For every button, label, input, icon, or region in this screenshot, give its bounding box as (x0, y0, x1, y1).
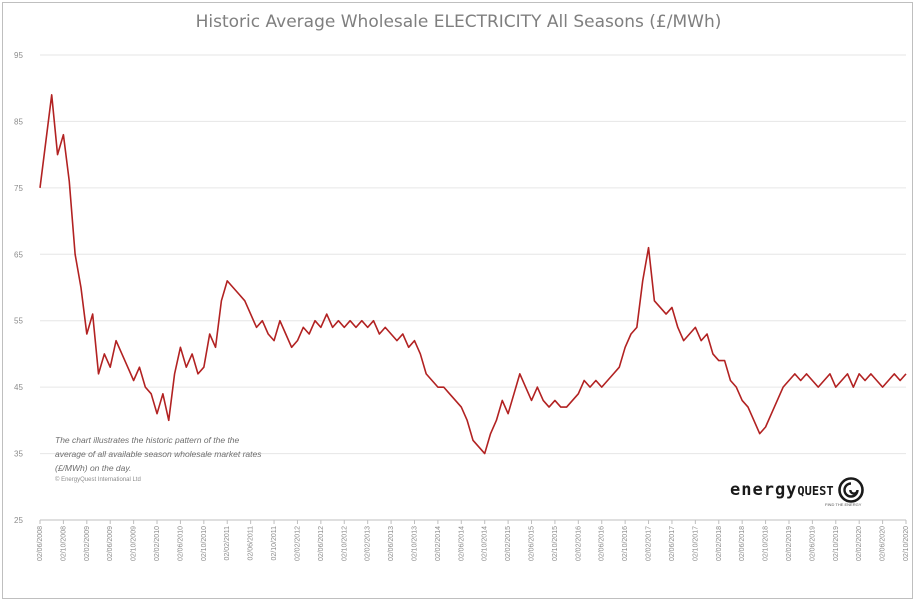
x-tick-label: 02/06/2020 (880, 526, 887, 561)
x-tick-label: 02/10/2008 (60, 526, 67, 561)
x-tick-label: 02/02/2015 (505, 526, 512, 561)
x-tick-label: 02/10/2013 (411, 526, 418, 561)
x-tick-label: 02/10/2010 (201, 526, 208, 561)
x-tick-label: 02/10/2016 (622, 526, 629, 561)
energyquest-logo: energyQUEST FIND THE ENERGY (730, 477, 864, 510)
x-tick-label: 02/06/2009 (107, 526, 114, 561)
x-tick-label: 02/10/2011 (271, 526, 278, 561)
x-tick-label: 02/02/2010 (154, 526, 161, 561)
x-tick-label: 02/06/2017 (669, 526, 676, 561)
x-tick-label: 02/06/2013 (388, 526, 395, 561)
swirl-icon (837, 477, 864, 503)
y-tick-label: 25 (14, 516, 23, 525)
x-tick-label: 02/02/2017 (646, 526, 653, 561)
x-tick-label: 02/06/2011 (248, 526, 255, 561)
y-tick-label: 35 (14, 450, 23, 459)
x-tick-label: 02/10/2019 (833, 526, 840, 561)
series-line (39, 94, 907, 455)
logo-tagline: FIND THE ENERGY (825, 502, 862, 507)
x-tick-label: 02/06/2014 (458, 526, 465, 561)
x-tick-label: 02/06/2018 (739, 526, 746, 561)
chart-note: The chart illustrates the historic patte… (55, 433, 270, 485)
x-tick-label: 02/02/2013 (365, 526, 372, 561)
y-tick-label: 45 (14, 383, 23, 392)
x-tick-label: 02/02/2016 (575, 526, 582, 561)
x-tick-label: 02/02/2012 (294, 526, 301, 561)
x-tick-label: 02/10/2009 (131, 526, 138, 561)
x-tick-label: 02/10/2012 (341, 526, 348, 561)
x-tick-label: 02/06/2016 (599, 526, 606, 561)
y-tick-label: 95 (14, 51, 23, 60)
x-tick-label: 02/10/2015 (552, 526, 559, 561)
y-axis-ticks: 25 35 45 55 65 75 85 95 (14, 51, 23, 525)
logo-wordmark: energyQUEST (730, 480, 834, 500)
x-tick-label: 02/02/2009 (84, 526, 91, 561)
x-tick-label: 02/02/2011 (224, 526, 231, 561)
copyright-text: © EnergyQuest International Ltd (55, 477, 141, 483)
x-tick-label: 02/10/2017 (692, 526, 699, 561)
x-tick-label: 02/02/2019 (786, 526, 793, 561)
logo-word-quest: QUEST (797, 484, 834, 498)
x-tick-label: 02/06/2015 (529, 526, 536, 561)
y-tick-label: 75 (14, 184, 23, 193)
x-axis-ticks: 02/06/2008 02/10/2008 02/02/2009 02/06/2009… (37, 520, 910, 561)
x-tick-label: 02/10/2014 (482, 526, 489, 561)
note-text: The chart illustrates the historic patte… (55, 435, 262, 473)
y-tick-label: 65 (14, 250, 23, 259)
y-tick-label: 55 (14, 317, 23, 326)
x-tick-label: 02/02/2020 (856, 526, 863, 561)
x-tick-label: 02/06/2008 (37, 526, 44, 561)
chart-title: Historic Average Wholesale ELECTRICITY A… (195, 12, 722, 32)
x-tick-label: 02/02/2018 (716, 526, 723, 561)
x-tick-label: 02/02/2014 (435, 526, 442, 561)
x-tick-label: 02/06/2012 (318, 526, 325, 561)
x-tick-label: 02/10/2020 (903, 526, 910, 561)
y-tick-label: 85 (14, 117, 23, 126)
x-tick-label: 02/06/2019 (809, 526, 816, 561)
grid (40, 54, 906, 521)
logo-word-main: energy (730, 480, 798, 500)
x-tick-label: 02/06/2010 (177, 526, 184, 561)
x-tick-label: 02/10/2018 (763, 526, 770, 561)
